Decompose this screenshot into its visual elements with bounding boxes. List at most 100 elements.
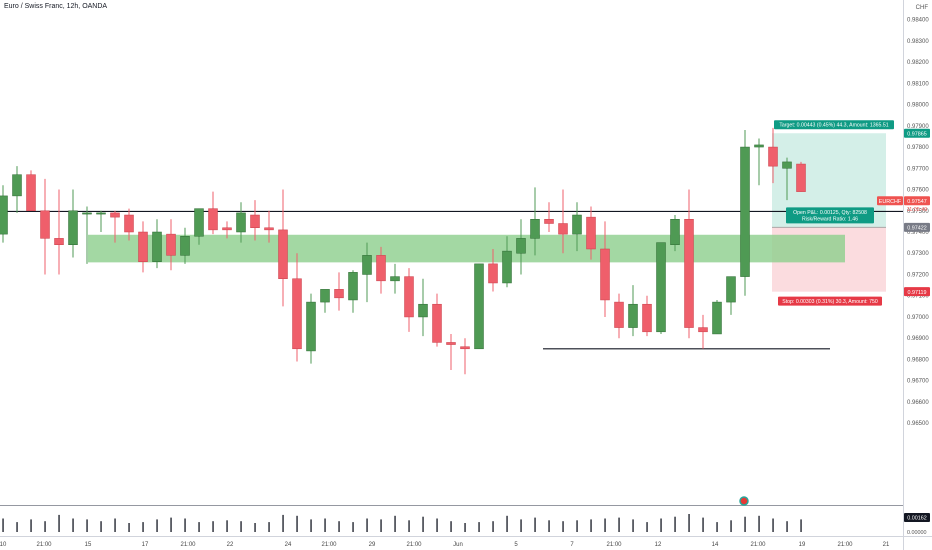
candle-body[interactable] [572, 214, 582, 235]
volume-bar [464, 523, 466, 532]
target-price-tag-text: 0.97865 [907, 131, 927, 137]
volume-bar [492, 521, 494, 532]
volume-bar [674, 516, 676, 532]
volume-bar [702, 517, 704, 532]
alert-indicator-icon[interactable] [739, 496, 749, 506]
candle-body[interactable] [68, 210, 78, 245]
candle-body[interactable] [236, 212, 246, 233]
volume-bar [156, 519, 158, 532]
volume-bar [604, 518, 606, 532]
candle-body[interactable] [754, 144, 764, 148]
candle-body[interactable] [82, 212, 92, 215]
candle-body[interactable] [40, 210, 50, 239]
candle-body[interactable] [656, 242, 666, 333]
candle-body[interactable] [474, 263, 484, 350]
candle-body[interactable] [698, 327, 708, 333]
candle-body[interactable] [600, 248, 610, 301]
volume-bar [534, 517, 536, 532]
candle-body[interactable] [530, 219, 540, 239]
candle-body[interactable] [544, 219, 554, 224]
volume-bar [408, 520, 410, 532]
candle-body[interactable] [26, 174, 36, 212]
candle-body[interactable] [376, 255, 386, 282]
candle-body[interactable] [460, 346, 470, 350]
y-tick-label: 0.96600 [907, 400, 929, 406]
candle-body[interactable] [12, 174, 22, 197]
volume-bar [128, 523, 130, 532]
y-tick-label: 0.96500 [907, 421, 929, 427]
candle-body[interactable] [152, 231, 162, 262]
candle-body[interactable] [362, 255, 372, 275]
volume-bar [296, 515, 298, 532]
candle-body[interactable] [782, 161, 792, 169]
volume-bar [660, 518, 662, 532]
x-tick-label: 10 [0, 542, 7, 548]
candle-body[interactable] [614, 301, 624, 328]
volume-bar [632, 519, 634, 532]
candle-body[interactable] [0, 195, 8, 235]
candle-body[interactable] [306, 301, 316, 352]
x-tick-label: 5 [514, 542, 518, 548]
candle-body[interactable] [348, 272, 358, 301]
candle-body[interactable] [432, 303, 442, 343]
candle-body[interactable] [390, 276, 400, 282]
candle-body[interactable] [264, 227, 274, 231]
candle-body[interactable] [54, 238, 64, 245]
candle-body[interactable] [292, 278, 302, 350]
volume-bar [352, 522, 354, 532]
target-label-text: Target: 0.00443 (0.45%) 44.3, Amount: 13… [779, 123, 888, 129]
pnl-label-box [786, 207, 874, 224]
y-tick-label: 0.98200 [907, 60, 929, 66]
candle-body[interactable] [208, 208, 218, 231]
candle-body[interactable] [180, 235, 190, 256]
volume-bar [506, 515, 508, 532]
y-tick-label: 0.98100 [907, 81, 929, 87]
candle-body[interactable] [166, 233, 176, 256]
x-tick-label: 15 [85, 542, 92, 548]
target-price-tag-box [904, 128, 930, 138]
demand-zone-rectangle[interactable] [88, 234, 845, 263]
candle-body[interactable] [502, 250, 512, 284]
candle-body[interactable] [194, 208, 204, 237]
candle-body[interactable] [726, 276, 736, 303]
candle-body[interactable] [642, 303, 652, 333]
y-tick-label: 0.97300 [907, 251, 929, 257]
candle-body[interactable] [488, 263, 498, 284]
candle-body[interactable] [320, 289, 330, 303]
x-tick-label: 14 [712, 542, 719, 548]
y-tick-label: 0.97600 [907, 188, 929, 194]
x-tick-label: 17 [142, 542, 149, 548]
candle-body[interactable] [712, 301, 722, 335]
candle-body[interactable] [110, 212, 120, 218]
candle-body[interactable] [124, 214, 134, 233]
candle-body[interactable] [446, 342, 456, 345]
y-tick-label: 0.97200 [907, 272, 929, 278]
candle-body[interactable] [138, 231, 148, 262]
x-tick-label: 29 [369, 542, 376, 548]
y-tick-label: 0.97100 [907, 294, 929, 300]
candle-body[interactable] [222, 227, 232, 231]
candle-body[interactable] [586, 216, 596, 250]
x-tick-label: 21:00 [406, 542, 422, 548]
candle-body[interactable] [558, 223, 568, 235]
candle-body[interactable] [768, 146, 778, 167]
currency-label: CHF [915, 5, 928, 11]
x-tick-label: 22 [227, 542, 234, 548]
candle-body[interactable] [250, 214, 260, 229]
volume-bar [30, 519, 32, 532]
candle-body[interactable] [740, 146, 750, 277]
candle-body[interactable] [684, 219, 694, 328]
candle-body[interactable] [278, 229, 288, 279]
candle-body[interactable] [670, 219, 680, 245]
candle-body[interactable] [628, 303, 638, 328]
volume-bar [338, 521, 340, 532]
candle-body[interactable] [516, 238, 526, 254]
candle-body[interactable] [404, 276, 414, 318]
volume-bar [212, 521, 214, 532]
candle-body[interactable] [334, 289, 344, 299]
candle-body[interactable] [418, 303, 428, 318]
candle-body[interactable] [96, 212, 106, 215]
candle-body[interactable] [796, 163, 806, 192]
volume-bar [86, 519, 88, 532]
